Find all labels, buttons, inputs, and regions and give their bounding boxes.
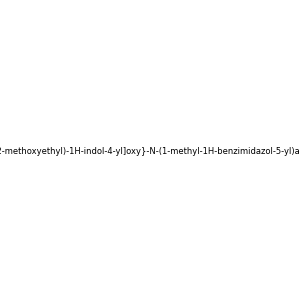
Text: 2-{[1-(2-methoxyethyl)-1H-indol-4-yl]oxy}-N-(1-methyl-1H-benzimidazol-5-yl)aceta: 2-{[1-(2-methoxyethyl)-1H-indol-4-yl]oxy…	[0, 147, 300, 156]
